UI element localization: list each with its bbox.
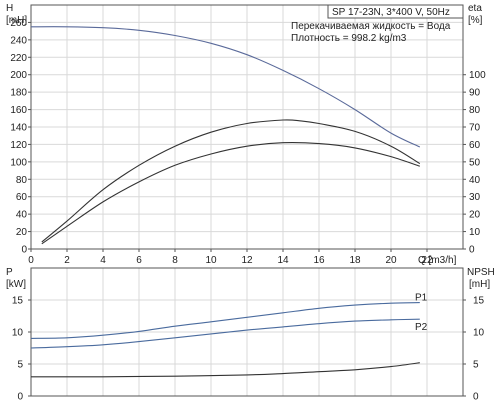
bottom-y-tick-label: 10	[12, 328, 24, 339]
y2-tick-label: 60	[469, 140, 481, 151]
bottom-y-tick-label: 15	[12, 296, 24, 307]
bottom-y2-tick-label: 0	[473, 392, 479, 400]
x-tick-label: 4	[100, 255, 106, 266]
y2-tick-label: 90	[469, 88, 481, 99]
series-labels: P1 P2	[415, 293, 428, 334]
y-tick-label: 220	[10, 53, 27, 64]
x-tick-label: 12	[241, 255, 253, 266]
x-axis-label: Q [m3/h]	[418, 255, 457, 266]
y-tick-label: 160	[10, 105, 27, 116]
y2-tick-label: 30	[469, 192, 481, 203]
bottom-y2-tick-label: 15	[473, 296, 485, 307]
info-box: SP 17-23N, 3*400 V, 50Hz Перекачиваемая …	[291, 4, 464, 44]
npsh-curve	[30, 362, 420, 378]
x-tick-label: 8	[172, 255, 178, 266]
power-p1-curve	[30, 302, 420, 339]
x-tick-label: 20	[385, 255, 397, 266]
bottom-y-tick-label: 5	[17, 360, 23, 371]
top-y-axis-unit: [mH]	[6, 15, 27, 26]
bottom-y2-tick-label: 5	[473, 360, 479, 371]
y-tick-label: 240	[10, 35, 27, 46]
efficiency-curve	[41, 119, 421, 243]
y-tick-label: 40	[16, 210, 28, 221]
x-tick-label: 16	[313, 255, 325, 266]
bottom-y-tick-label: 0	[17, 392, 23, 400]
head-curve	[30, 26, 421, 148]
y-tick-label: 140	[10, 123, 27, 134]
bottom-y2-axis-unit: [mH]	[469, 279, 490, 290]
series-label-p2: P2	[415, 322, 428, 333]
bottom-y-axis-unit: [kW]	[6, 279, 26, 290]
bottom-y2-axis-label: NPSH	[467, 267, 495, 278]
top-y-axis-label: H	[6, 3, 13, 14]
y-tick-label: 20	[16, 227, 28, 238]
bottom-y-axis-label: P	[6, 267, 13, 278]
y-tick-label: 100	[10, 157, 27, 168]
model-label: SP 17-23N, 3*400 V, 50Hz	[332, 7, 450, 18]
density-label: Плотность = 998.2 kg/m3	[291, 33, 407, 44]
y2-tick-label: 20	[469, 210, 481, 221]
series-label-p1: P1	[415, 293, 428, 304]
power-p2-curve	[30, 318, 420, 349]
y-tick-label: 180	[10, 88, 27, 99]
y2-tick-label: 50	[469, 157, 481, 168]
x-tick-label: 0	[28, 255, 34, 266]
bottom-y2-tick-label: 10	[473, 328, 485, 339]
liquid-label: Перекачиваемая жидкость = Вода	[291, 21, 451, 32]
top-y2-axis-unit: [%]	[468, 15, 483, 26]
y2-tick-label: 0	[469, 245, 475, 256]
x-tick-label: 2	[64, 255, 70, 266]
y-tick-label: 120	[10, 140, 27, 151]
y2-tick-label: 80	[469, 105, 481, 116]
x-tick-label: 14	[277, 255, 289, 266]
x-tick-label: 10	[205, 255, 217, 266]
x-tick-label: 22	[421, 255, 433, 266]
y2-tick-label: 40	[469, 175, 481, 186]
x-tick-label: 18	[349, 255, 361, 266]
tick-labels: 0 2 4 6 8 10 12 14 16 18 20 22020406080100120140160…	[10, 18, 486, 400]
y-tick-label: 80	[16, 175, 28, 186]
x-tick-label: 6	[136, 255, 142, 266]
y2-tick-label: 10	[469, 227, 481, 238]
y-tick-label: 200	[10, 70, 27, 81]
y-tick-label: 60	[16, 192, 28, 203]
y2-tick-label: 70	[469, 123, 481, 134]
y-tick-label: 260	[10, 18, 27, 29]
curves	[30, 26, 421, 378]
y-tick-label: 0	[21, 245, 27, 256]
y2-tick-label: 100	[469, 70, 486, 81]
second-curve	[41, 141, 420, 245]
top-y2-axis-label: eta	[468, 3, 482, 14]
